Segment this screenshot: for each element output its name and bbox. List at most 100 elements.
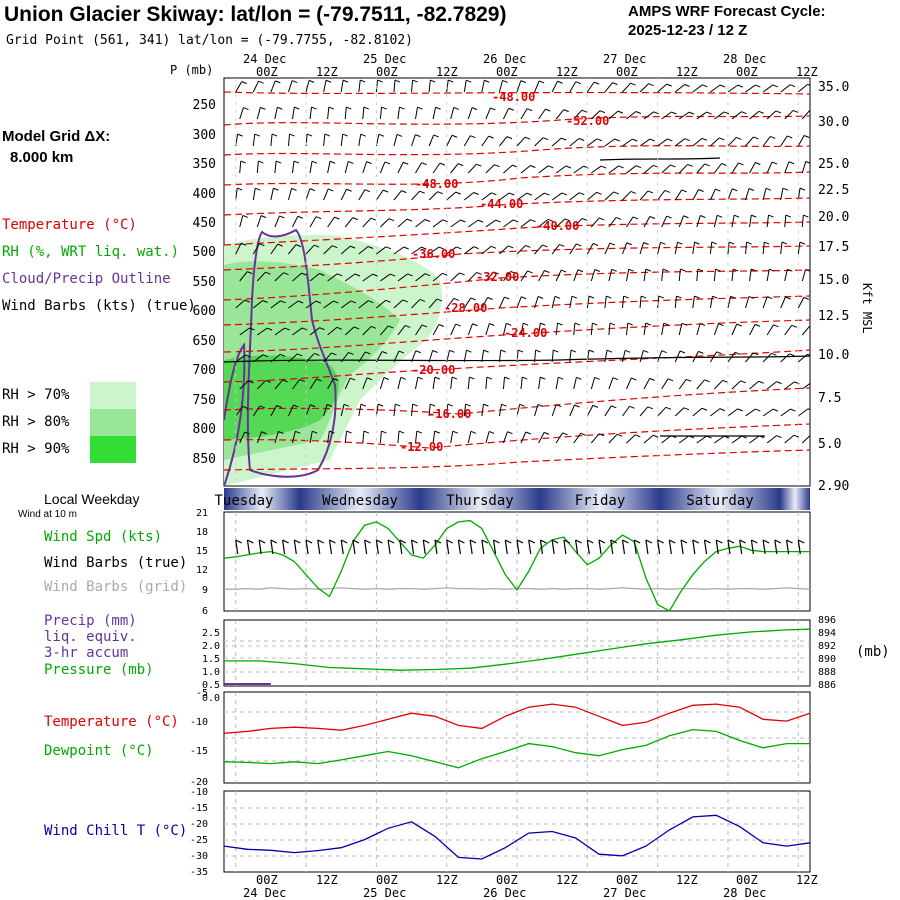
upper-wind-barb — [766, 435, 777, 444]
upper-wind-barb-flag — [377, 79, 383, 83]
upper-wind-barb — [375, 351, 383, 363]
upper-wind-barb — [252, 188, 256, 201]
upper-wind-barb-flag — [403, 161, 409, 165]
upper-wind-barb — [745, 188, 750, 201]
upper-wind-barb — [323, 300, 334, 309]
upper-wind-barb — [358, 351, 366, 363]
weekday-cell — [420, 488, 540, 510]
upper-wind-barb — [340, 245, 351, 255]
upper-wind-barb — [534, 244, 543, 255]
upper-wind-barb-flag — [416, 430, 423, 434]
weekday-cell — [300, 488, 420, 510]
temp-label: -12.00 — [400, 440, 443, 454]
upper-wind-barb-flag — [343, 403, 350, 407]
upper-wind-barb — [643, 434, 654, 444]
upper-wind-barb-flag — [645, 322, 651, 326]
upper-wind-barb-flag — [776, 381, 782, 385]
upper-wind-barb-flag — [455, 323, 461, 327]
upper-wind-barb-flag — [313, 244, 320, 248]
wind-speed-axis: 21 18 15 12 9 6 — [196, 508, 208, 617]
grid-point-line: Grid Point (561, 341) lat/lon = (-79.775… — [6, 33, 413, 48]
upper-wind-barb — [569, 192, 580, 201]
upper-wind-barb-flag — [768, 214, 774, 218]
upper-wind-barb-flag — [658, 295, 664, 299]
upper-wind-barb — [573, 109, 583, 120]
upper-wind-barb — [415, 324, 423, 336]
upper-wind-barb — [380, 218, 390, 228]
upper-wind-barb-flag — [465, 403, 471, 407]
sfc-wind-barb — [293, 539, 297, 555]
swatch-rh90 — [90, 436, 136, 463]
upper-wind-barb-flag — [544, 270, 550, 273]
sfc-wind-barb-flag — [563, 539, 571, 544]
upper-wind-barb-flag — [275, 80, 281, 84]
upper-wind-barb-flag — [577, 269, 584, 273]
upper-wind-barb-flag — [770, 135, 776, 139]
pressure-tick: 600 — [193, 304, 216, 319]
upper-wind-barb — [538, 377, 541, 390]
upper-wind-barb — [555, 269, 562, 282]
sfc-wind-barb-flag — [340, 539, 348, 544]
upper-wind-barb-flag — [686, 378, 692, 382]
upper-wind-barb — [534, 80, 540, 93]
upper-wind-barb — [340, 404, 345, 417]
pressure-tick: 400 — [193, 187, 216, 202]
upper-wind-barb — [288, 300, 299, 309]
pressure-sfc-tick: 890 — [818, 654, 836, 665]
upper-wind-barb-flag — [417, 106, 423, 110]
upper-wind-barb-flag — [807, 353, 810, 356]
upper-wind-barb-flag — [247, 271, 253, 275]
upper-wind-barb-flag — [718, 323, 724, 327]
upper-wind-barb-flag — [363, 106, 370, 110]
sfc-wind-barb — [774, 539, 778, 555]
upper-wind-barb-flag — [493, 271, 499, 275]
precip-tick: 1.0 — [202, 667, 220, 678]
upper-wind-barb — [411, 404, 414, 417]
upper-wind-barb — [415, 162, 423, 174]
upper-wind-barb-flag — [311, 160, 318, 164]
upper-wind-barb — [626, 377, 632, 390]
upper-wind-barb — [516, 136, 526, 147]
upper-wind-barb-flag — [309, 188, 316, 192]
upper-wind-barb-flag — [395, 403, 401, 407]
upper-wind-barb — [340, 189, 347, 201]
upper-wind-barb — [344, 107, 347, 120]
legend-rh90: RH > 90% — [2, 441, 70, 457]
upper-wind-barb — [362, 377, 368, 390]
sfc-wind-barb-flag — [774, 539, 782, 544]
upper-wind-barb-flag — [575, 81, 582, 85]
upper-wind-barb — [485, 323, 490, 336]
swatch-rh70 — [90, 382, 136, 409]
upper-wind-barb-flag — [592, 243, 599, 246]
precip-tick: 1.5 — [202, 654, 220, 665]
upper-wind-barb — [591, 165, 602, 174]
upper-wind-barb-flag — [259, 243, 265, 247]
upper-wind-barb-flag — [635, 165, 642, 169]
upper-wind-barb — [692, 84, 703, 93]
upper-wind-barb — [643, 323, 647, 336]
upper-wind-barb-flag — [319, 273, 325, 276]
sfc-wind-barb-flag — [294, 539, 301, 544]
upper-wind-barb — [235, 81, 243, 93]
sfc-wind-barb — [457, 539, 461, 555]
upper-wind-barb-flag — [609, 322, 616, 326]
weekday-label: Local Weekday — [44, 491, 140, 507]
upper-wind-barb — [358, 246, 369, 255]
upper-wind-barb-flag — [432, 350, 438, 353]
sfc-wind-barb — [528, 539, 532, 555]
upper-wind-barb — [555, 218, 566, 228]
bottom-hour-tick: 00Z — [376, 873, 398, 887]
upper-wind-barb-flag — [540, 322, 546, 326]
upper-wind-barb-flag — [626, 242, 632, 246]
upper-wind-barb-flag — [448, 79, 454, 83]
upper-wind-barb — [713, 323, 719, 336]
temp-contour — [224, 319, 810, 353]
upper-wind-barb-flag — [782, 187, 789, 191]
upper-wind-barb-flag — [807, 83, 810, 86]
upper-wind-barb — [358, 134, 362, 147]
upper-wind-barb — [555, 323, 559, 336]
upper-wind-barb — [749, 435, 760, 444]
upper-wind-barb — [587, 138, 598, 147]
upper-wind-barb-flag — [805, 269, 810, 272]
sfc-wind-barb-flag — [551, 539, 559, 544]
